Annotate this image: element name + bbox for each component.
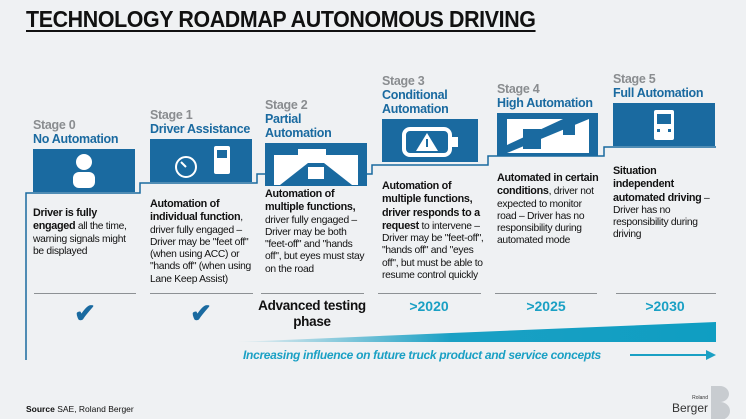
divider <box>616 293 716 294</box>
trucks-road-icon <box>497 113 598 156</box>
divider <box>150 293 253 294</box>
person-icon <box>33 149 135 192</box>
stage-4: Stage 4 High Automation <box>497 82 598 156</box>
svg-text:Berger: Berger <box>672 401 708 415</box>
check-icon: ✔ <box>190 298 212 328</box>
stage-name: High Automation <box>497 96 593 110</box>
divider <box>495 293 597 294</box>
road-view-icon <box>265 143 367 186</box>
check-icon: ✔ <box>74 298 96 328</box>
page-title: TECHNOLOGY ROADMAP AUTONOMOUS DRIVING <box>26 6 536 32</box>
stage-name: Full Automation <box>613 86 704 100</box>
stage-5-status: >2030 <box>645 298 685 314</box>
stage-label: Stage 1 <box>150 108 193 122</box>
arrow-head <box>706 350 716 360</box>
stage-label: Stage 2 <box>265 98 308 112</box>
stage-name: No Automation <box>33 132 119 146</box>
stage-2-description: Automation of multiple functions, driver… <box>265 188 365 275</box>
truck-icon <box>613 103 715 146</box>
stage-3-description: Automation of multiple functions, driver… <box>382 180 484 282</box>
stage-name: Conditional Automation <box>382 88 449 116</box>
stage-label: Stage 5 <box>613 72 656 86</box>
stage-3-status: >2020 <box>409 298 449 314</box>
svg-text:Roland: Roland <box>692 395 708 401</box>
warning-display-icon <box>382 119 478 162</box>
stage-2: Stage 2 Partial Automation <box>265 98 367 186</box>
stage-2-status: Advanced testing phase <box>258 298 366 329</box>
stage-1-description: Automation of individual function, drive… <box>150 198 251 285</box>
stage-4-status: >2025 <box>526 298 566 314</box>
roland-berger-logo: Roland Berger <box>670 384 734 419</box>
stage-0: Stage 0 No Automation <box>33 118 135 192</box>
divider <box>261 293 364 294</box>
stage-1: Stage 1 Driver Assistance <box>150 108 252 182</box>
stage-5: Stage 5 Full Automation <box>613 72 715 146</box>
stage-name: Partial Automation <box>265 112 332 140</box>
stage-label: Stage 4 <box>497 82 540 96</box>
speedometer-truck-icon <box>150 139 252 182</box>
divider <box>34 293 136 294</box>
stage-5-description: Situation independent automated driving … <box>613 165 710 241</box>
influence-wedge <box>235 322 716 342</box>
stage-3: Stage 3 Conditional Automation <box>382 74 478 162</box>
influence-caption: Increasing influence on future truck pro… <box>243 348 601 362</box>
stage-4-description: Automated in certain conditions, driver … <box>497 172 599 247</box>
source-note: Source SAE, Roland Berger <box>26 404 134 414</box>
stage-label: Stage 3 <box>382 74 425 88</box>
divider <box>378 293 481 294</box>
stage-label: Stage 0 <box>33 118 76 132</box>
stage-0-description: Driver is fully engaged all the time, wa… <box>33 207 127 257</box>
stage-name: Driver Assistance <box>150 122 251 136</box>
